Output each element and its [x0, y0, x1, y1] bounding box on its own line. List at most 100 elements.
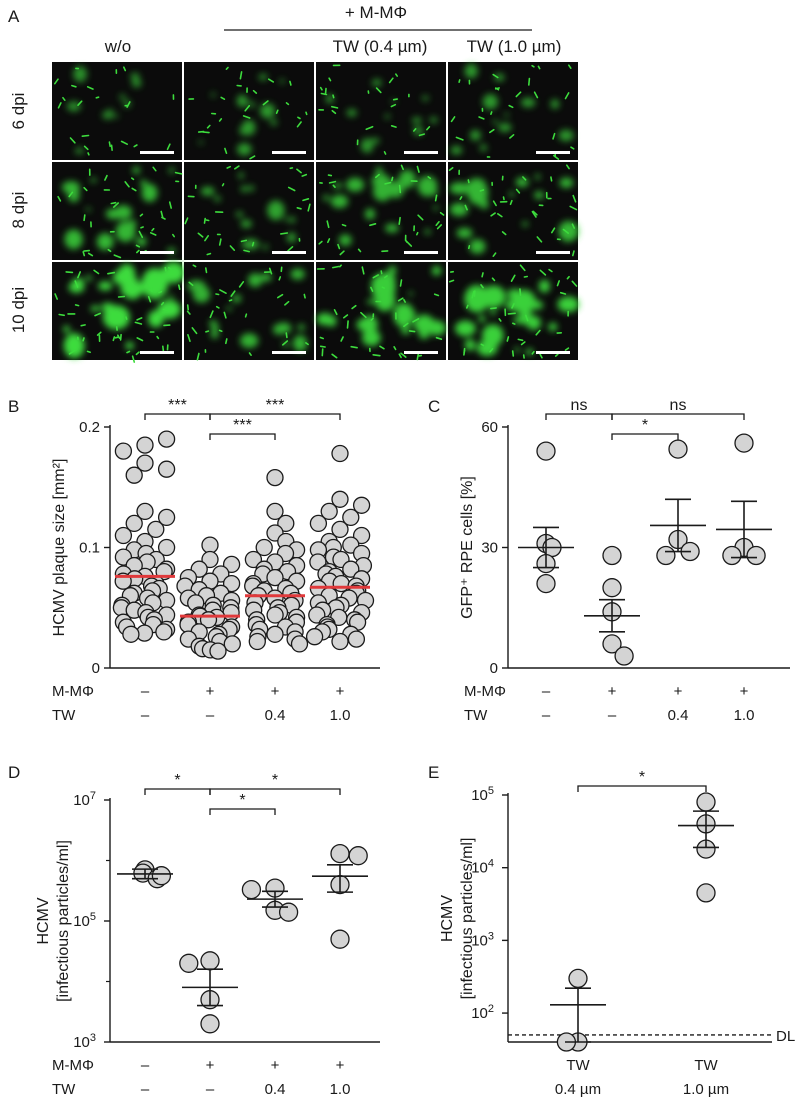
- plaque: [290, 268, 305, 280]
- infected-cell: [228, 299, 233, 302]
- plaque: [325, 94, 334, 104]
- plaque: [141, 183, 158, 202]
- plaque: [507, 288, 521, 301]
- infected-cell: [522, 176, 527, 181]
- condition-value: +: [336, 683, 345, 700]
- plaque-blobs: [198, 74, 286, 156]
- data-point: [568, 968, 588, 989]
- infected-cell: [492, 200, 497, 207]
- infected-cell: [82, 251, 86, 257]
- bracket-line: [611, 413, 745, 420]
- plaque-blobs: [61, 166, 176, 254]
- condition-value: +: [608, 683, 617, 700]
- plaque: [498, 123, 512, 132]
- infected-cell: [164, 266, 167, 272]
- significance-label: ns: [571, 397, 588, 414]
- infected-cell: [556, 280, 561, 287]
- infected-cell: [537, 65, 541, 70]
- data-point: [290, 635, 309, 653]
- data-point: [248, 632, 266, 651]
- plaque: [236, 143, 252, 156]
- plaque: [548, 322, 558, 332]
- plaque: [293, 335, 308, 352]
- infected-cell: [279, 232, 289, 235]
- plaque: [464, 63, 478, 79]
- data-point: [277, 514, 295, 533]
- plaque: [478, 315, 486, 323]
- plaque: [366, 299, 375, 305]
- data-point: [266, 568, 284, 587]
- data-group: [678, 792, 734, 903]
- infected-cell: [82, 337, 85, 342]
- infected-cell: [268, 267, 273, 275]
- micrograph-background: [184, 62, 314, 160]
- plaque-blobs: [63, 261, 185, 359]
- data-group: [312, 843, 368, 949]
- significance-label: *: [642, 417, 648, 434]
- plaque: [534, 191, 545, 200]
- chart-d: D 103 105 107 HCMV [infectious particles/ml]…: [8, 763, 380, 1098]
- infected-cell: [328, 180, 337, 184]
- infected-cell: [244, 313, 248, 318]
- plaque: [286, 232, 297, 243]
- infected-cell: [450, 116, 456, 123]
- infected-cell: [337, 243, 341, 250]
- plaque: [364, 334, 370, 339]
- infected-cell: [490, 307, 497, 310]
- infected-cell: [523, 275, 529, 278]
- data-point: [668, 439, 688, 459]
- infected-cell: [375, 87, 382, 94]
- infected-cell: [77, 100, 83, 106]
- data-point: [331, 444, 349, 463]
- data-point: [157, 508, 176, 527]
- plaque: [454, 320, 476, 337]
- data-point: [200, 1014, 220, 1034]
- infected-cell: [566, 275, 570, 280]
- infected-cell: [465, 304, 469, 309]
- plaque: [130, 72, 140, 80]
- plaque: [140, 179, 147, 187]
- infected-cell: [197, 232, 204, 238]
- infected-cell: [346, 320, 349, 329]
- plaque: [421, 95, 429, 101]
- condition-value: 0.4: [265, 1081, 286, 1098]
- plaque: [513, 316, 525, 324]
- infected-cell: [467, 245, 471, 250]
- data-group: [584, 545, 640, 666]
- infected-cell: [225, 338, 228, 345]
- infected-cell: [436, 224, 443, 230]
- data-point: [342, 560, 360, 578]
- infected-cell: [303, 293, 306, 299]
- micrograph-tile: [316, 162, 446, 260]
- data-point: [151, 866, 172, 886]
- y-tick-label: 105: [73, 911, 96, 930]
- fluorescence-layer: [318, 64, 438, 155]
- data-point: [157, 538, 176, 557]
- plaque: [401, 327, 411, 335]
- infected-cell: [479, 189, 485, 192]
- infected-cell: [559, 291, 567, 295]
- infected-cell: [394, 73, 399, 77]
- data-point: [266, 606, 284, 624]
- fluorescence-layer: [316, 264, 447, 361]
- plaque: [132, 166, 141, 174]
- infected-cell: [480, 343, 485, 347]
- fluorescence-layer: [186, 264, 309, 361]
- data-point: [331, 520, 349, 539]
- plaque: [85, 207, 91, 212]
- infected-cell: [350, 345, 358, 349]
- infected-cell: [511, 302, 515, 309]
- data-point: [157, 430, 176, 448]
- significance-label: ***: [266, 397, 285, 414]
- plaque: [284, 217, 289, 222]
- infected-cell: [302, 198, 310, 202]
- plaque: [210, 329, 219, 339]
- plaque: [209, 320, 218, 328]
- infected-cell: [287, 246, 294, 252]
- plaque-blobs: [66, 65, 142, 154]
- fluorescence-layer: [54, 261, 185, 363]
- infected-cell: [351, 304, 357, 310]
- infected-cell: [152, 166, 157, 172]
- condition-value: 1.0 µm: [683, 1081, 729, 1098]
